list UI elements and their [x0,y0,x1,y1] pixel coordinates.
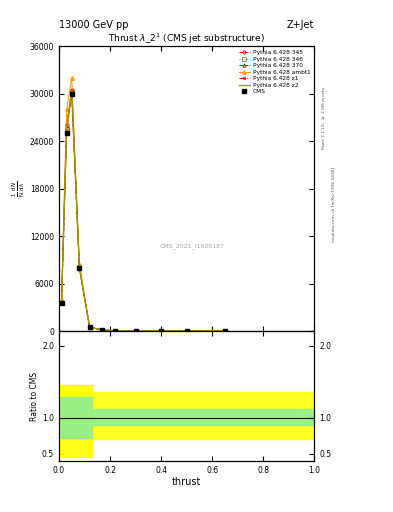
Pythia 6.428 z1 [159,328,163,334]
Legend: Pythia 6.428 345, Pythia 6.428 346, Pythia 6.428 370, Pythia 6.428 ambt1, Pythia: Pythia 6.428 345, Pythia 6.428 346, Pyth… [237,49,312,96]
Pythia 6.428 346 [159,328,163,334]
Title: Thrust $\lambda\_2^1$ (CMS jet substructure): Thrust $\lambda\_2^1$ (CMS jet substruct… [108,32,265,46]
Pythia 6.428 345 [223,328,228,334]
Pythia 6.428 z1 [87,324,92,330]
Text: Z+Jet: Z+Jet [287,20,314,30]
Pythia 6.428 z1 [113,328,118,334]
Pythia 6.428 z2 [100,327,105,333]
Pythia 6.428 z2 [113,328,118,334]
Pythia 6.428 ambt1 [77,261,82,267]
Pythia 6.428 370 [64,129,69,135]
Pythia 6.428 370 [223,328,228,334]
Pythia 6.428 ambt1 [113,328,118,334]
Pythia 6.428 ambt1 [59,296,64,303]
Text: mcplots.cern.ch [arXiv:1306.3436]: mcplots.cern.ch [arXiv:1306.3436] [332,167,336,242]
Pythia 6.428 z1 [184,328,189,334]
Line: Pythia 6.428 ambt1: Pythia 6.428 ambt1 [60,76,227,333]
Pythia 6.428 370 [87,324,92,330]
X-axis label: thrust: thrust [172,477,201,487]
Pythia 6.428 345 [113,328,118,334]
Pythia 6.428 ambt1 [184,328,189,334]
Pythia 6.428 370 [113,328,118,334]
Pythia 6.428 z1 [69,88,74,94]
Pythia 6.428 345 [87,324,92,330]
Pythia 6.428 370 [133,328,138,334]
Pythia 6.428 345 [59,300,64,306]
Pythia 6.428 370 [77,265,82,271]
Line: Pythia 6.428 z1: Pythia 6.428 z1 [60,90,226,333]
Pythia 6.428 345 [77,264,82,270]
Pythia 6.428 346 [133,328,138,334]
Pythia 6.428 345 [184,328,189,334]
Pythia 6.428 z1 [64,125,69,132]
Pythia 6.428 ambt1 [64,106,69,113]
Pythia 6.428 370 [159,328,163,334]
Pythia 6.428 z2 [133,328,138,334]
Pythia 6.428 346 [59,300,64,306]
Pythia 6.428 z1 [100,327,105,333]
Pythia 6.428 z2 [159,328,163,334]
Pythia 6.428 346 [223,328,228,334]
Pythia 6.428 370 [184,328,189,334]
Line: Pythia 6.428 345: Pythia 6.428 345 [60,88,227,333]
Text: CMS_2021_I1920187: CMS_2021_I1920187 [159,243,224,248]
Pythia 6.428 z1 [59,300,64,306]
Pythia 6.428 345 [159,328,163,334]
Pythia 6.428 ambt1 [223,328,228,334]
Pythia 6.428 z2 [69,88,74,94]
Pythia 6.428 346 [184,328,189,334]
Pythia 6.428 ambt1 [100,327,105,333]
Pythia 6.428 z1 [133,328,138,334]
Pythia 6.428 z2 [223,328,228,334]
Pythia 6.428 345 [133,328,138,334]
Pythia 6.428 345 [100,327,105,333]
Pythia 6.428 345 [69,87,74,93]
Pythia 6.428 ambt1 [69,75,74,81]
Pythia 6.428 ambt1 [159,328,163,334]
Text: 13000 GeV pp: 13000 GeV pp [59,20,129,30]
Pythia 6.428 z2 [77,264,82,270]
Pythia 6.428 z2 [59,300,64,306]
Line: Pythia 6.428 370: Pythia 6.428 370 [60,91,227,333]
Text: Rivet 3.1.10, $\geq$ 2.9M events: Rivet 3.1.10, $\geq$ 2.9M events [320,86,327,150]
Pythia 6.428 ambt1 [133,328,138,334]
Y-axis label: $\frac{1}{\mathrm{N}}\,\frac{\mathrm{d}\,N}{\mathrm{d}\,\lambda}$: $\frac{1}{\mathrm{N}}\,\frac{\mathrm{d}\… [11,180,27,197]
Pythia 6.428 z2 [184,328,189,334]
Pythia 6.428 370 [100,327,105,333]
Y-axis label: Ratio to CMS: Ratio to CMS [30,371,39,420]
Pythia 6.428 346 [87,324,92,330]
Pythia 6.428 346 [69,89,74,95]
Pythia 6.428 346 [113,328,118,334]
Pythia 6.428 370 [69,90,74,96]
Line: Pythia 6.428 z2: Pythia 6.428 z2 [61,91,225,331]
Pythia 6.428 z1 [223,328,228,334]
Pythia 6.428 ambt1 [87,324,92,330]
Pythia 6.428 346 [77,264,82,270]
Pythia 6.428 346 [64,126,69,132]
Pythia 6.428 z2 [64,124,69,131]
Line: Pythia 6.428 346: Pythia 6.428 346 [60,90,227,333]
Pythia 6.428 z1 [77,265,82,271]
Pythia 6.428 346 [100,327,105,333]
Pythia 6.428 345 [64,122,69,129]
Pythia 6.428 z2 [87,324,92,330]
Pythia 6.428 370 [59,301,64,307]
